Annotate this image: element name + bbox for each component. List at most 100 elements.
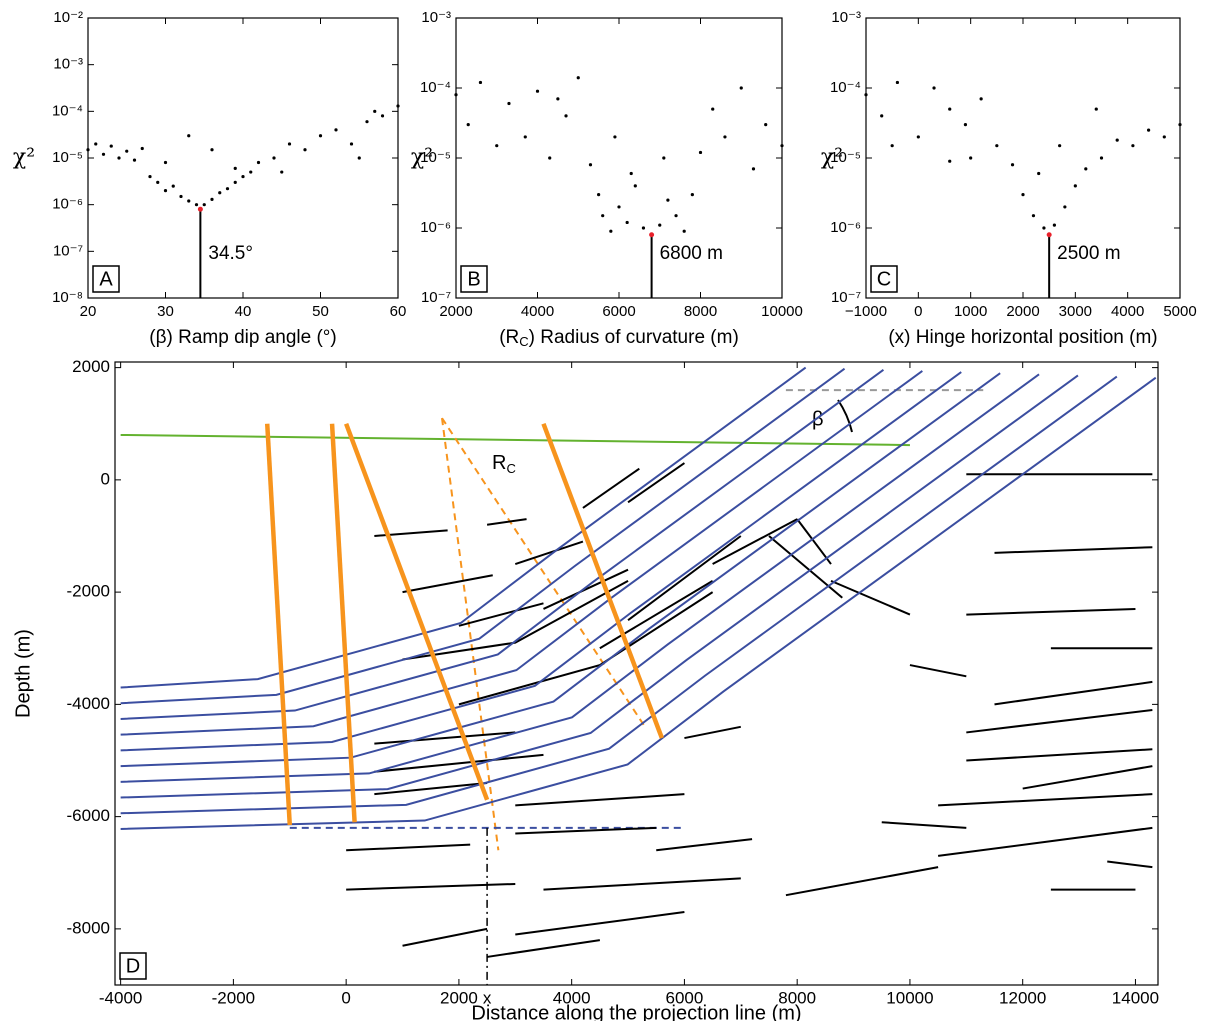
- y-axis-label: χ²: [13, 145, 35, 170]
- line: [120, 374, 1079, 799]
- point: [609, 229, 613, 233]
- y-tick-label: 10⁻³: [53, 56, 83, 73]
- point: [674, 214, 678, 218]
- point: [548, 156, 552, 160]
- point: [179, 194, 183, 199]
- x-tick-label: 2000: [439, 303, 472, 320]
- line: [627, 535, 742, 621]
- point: [880, 114, 884, 118]
- x-tick-label: 6000: [666, 988, 704, 1007]
- line: [120, 369, 885, 720]
- point: [690, 193, 694, 197]
- y-tick-label: 10⁻⁸: [52, 289, 83, 306]
- line: [994, 680, 1153, 706]
- point: [890, 144, 894, 148]
- line: [937, 826, 1153, 857]
- point: [523, 135, 527, 139]
- fault: [344, 422, 490, 801]
- x-tick-label: 20: [80, 303, 97, 320]
- line: [966, 708, 1153, 734]
- fault: [329, 423, 357, 823]
- panel-label: C: [877, 268, 891, 290]
- point: [334, 128, 338, 132]
- point: [357, 156, 361, 160]
- rc-label: RC: [492, 452, 516, 476]
- x-axis-label: (x) Hinge horizontal position (m): [888, 327, 1157, 348]
- panel-label-box: [119, 952, 147, 980]
- line: [684, 725, 741, 740]
- line: [486, 518, 527, 526]
- point: [101, 152, 106, 156]
- point: [1037, 171, 1041, 176]
- point: [601, 214, 605, 218]
- plot-frame: [455, 17, 783, 299]
- line: [514, 540, 584, 566]
- y-tick-label: 10⁻⁵: [420, 149, 451, 166]
- beta-label: β: [812, 408, 824, 430]
- point: [588, 163, 593, 167]
- point: [380, 114, 385, 118]
- rc-base: R: [492, 452, 506, 474]
- line: [486, 939, 601, 958]
- point: [241, 174, 245, 179]
- point: [995, 144, 999, 148]
- x-axis-label-part: (x) Hinge horizontal position (m): [888, 327, 1157, 348]
- point: [658, 223, 662, 227]
- line: [938, 793, 1153, 807]
- point: [373, 109, 377, 113]
- plot-frame: [114, 361, 1159, 986]
- point: [256, 160, 261, 165]
- line: [994, 546, 1153, 554]
- point: [711, 107, 715, 111]
- y-tick-label: -8000: [67, 918, 110, 937]
- hinge-label: x: [483, 988, 492, 1007]
- point: [969, 156, 973, 160]
- point: [140, 146, 144, 151]
- line: [785, 866, 939, 897]
- x-axis-label-part: (β) Ramp dip angle (°): [149, 327, 336, 348]
- x-tick-label: 50: [312, 303, 329, 320]
- y-tick-label: 10⁻⁶: [420, 219, 451, 236]
- y-tick-label: 10⁻⁷: [53, 242, 83, 259]
- y-tick-label: 10⁻⁵: [52, 149, 83, 166]
- line: [543, 877, 741, 891]
- point: [625, 220, 629, 225]
- best-fit-point: [649, 232, 655, 238]
- point: [287, 142, 292, 146]
- x-tick-label: 10000: [886, 988, 933, 1007]
- line: [441, 417, 646, 728]
- best-fit-point: [197, 206, 203, 212]
- panel-label-box: [460, 265, 488, 293]
- point: [1010, 163, 1015, 167]
- point: [365, 120, 369, 124]
- point: [682, 229, 686, 233]
- point: [1099, 156, 1104, 160]
- point: [1162, 135, 1166, 139]
- best-fit-point: [1046, 232, 1052, 238]
- point: [666, 198, 670, 202]
- panel-label-box: [92, 265, 120, 293]
- point: [303, 148, 307, 152]
- x-tick-label: 8000: [684, 303, 717, 320]
- point: [1063, 205, 1067, 209]
- point: [1178, 123, 1182, 127]
- x-tick-label: 60: [390, 303, 407, 320]
- y-tick-label: -6000: [67, 806, 110, 825]
- x-tick-label: 40: [235, 303, 252, 320]
- x-tick-label: 3000: [1059, 303, 1092, 320]
- point: [233, 180, 237, 185]
- point: [272, 156, 276, 160]
- point: [1058, 144, 1062, 148]
- line: [120, 371, 962, 752]
- point: [132, 158, 137, 162]
- point: [576, 76, 580, 80]
- point: [613, 135, 617, 139]
- point: [751, 167, 756, 171]
- point: [617, 205, 621, 209]
- x-tick-label: -2000: [212, 988, 255, 1007]
- point: [864, 93, 868, 97]
- panel-label: A: [99, 268, 113, 290]
- y-tick-label: 10⁻⁶: [52, 196, 83, 213]
- x-tick-label: 10000: [761, 303, 803, 320]
- line: [374, 731, 516, 745]
